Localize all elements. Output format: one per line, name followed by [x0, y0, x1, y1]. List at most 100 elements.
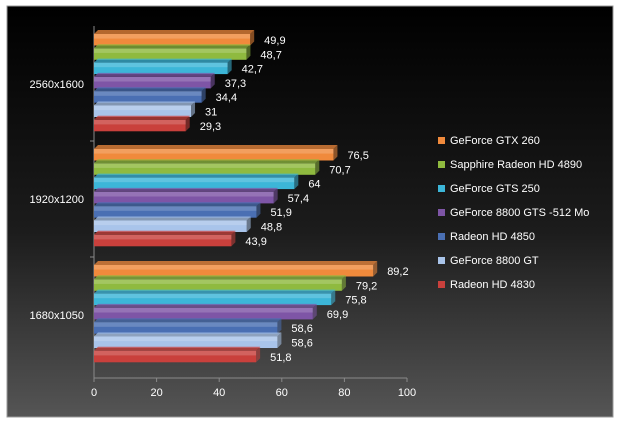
bar-highlight [94, 265, 374, 270]
bar-top-face [94, 303, 317, 308]
bar-value-label: 51,8 [270, 352, 291, 364]
bar-front-face [94, 220, 247, 232]
bar-value-label: 58,6 [291, 338, 312, 350]
bar-front-face [94, 279, 342, 291]
bar-front-face [94, 105, 192, 117]
bar-2560x1600-2: 42,7 [94, 58, 263, 76]
legend-swatch [438, 209, 445, 216]
bar-value-label: 58,6 [291, 323, 312, 335]
bar-top-face [94, 115, 190, 120]
bar-top-face [94, 216, 251, 221]
bar-top-face [94, 101, 196, 106]
bar-1680x1050-1: 79,2 [94, 275, 377, 292]
bar-highlight [94, 191, 274, 197]
bar-end-face [256, 202, 261, 218]
bar-front-face [94, 149, 334, 161]
x-tick-label: 40 [213, 387, 225, 399]
bar-end-face [246, 216, 251, 232]
legend-item: Sapphire Radeon HD 4890 [438, 159, 582, 171]
bar-highlight [94, 293, 332, 299]
category-label: 1920x1200 [30, 194, 84, 206]
bar-top-face [94, 44, 251, 49]
category-label: 1680x1050 [30, 310, 84, 322]
legend-item: GeForce 8800 GTS -512 Mo [438, 207, 589, 219]
bar-end-face [277, 318, 282, 334]
x-tick-label: 100 [398, 387, 416, 399]
bar-highlight [94, 76, 211, 82]
bar-value-label: 70,7 [329, 164, 350, 176]
legend-swatch [438, 137, 445, 144]
bar-front-face [94, 191, 274, 204]
bar-top-face [94, 346, 261, 351]
legend-label: Radeon HD 4850 [450, 231, 535, 243]
bar-highlight [94, 206, 257, 211]
bar-top-face [94, 202, 261, 207]
bar-2560x1600-4: 34,4 [94, 87, 237, 104]
bar-highlight [94, 177, 295, 183]
bar-top-face [94, 230, 236, 235]
bar-end-face [250, 30, 255, 46]
bar-highlight [94, 336, 278, 342]
bar-end-face [333, 145, 338, 161]
bar-value-label: 42,7 [242, 64, 263, 76]
bar-highlight [94, 48, 247, 53]
bar-highlight [94, 163, 316, 168]
bar-1920x1200-1: 70,7 [94, 159, 351, 176]
bar-end-face [373, 261, 378, 277]
bar-1680x1050-6: 51,8 [94, 346, 292, 364]
bar-1680x1050-0: 89,2 [94, 261, 409, 278]
bar-2560x1600-6: 29,3 [94, 115, 221, 133]
bar-highlight [94, 234, 232, 240]
bar-1920x1200-0: 76,5 [94, 145, 369, 162]
bar-end-face [341, 275, 346, 291]
legend-label: Sapphire Radeon HD 4890 [450, 159, 582, 171]
x-tick-label: 20 [150, 387, 162, 399]
bar-highlight [94, 322, 278, 327]
legend-item: GeForce 8800 GT [438, 255, 539, 267]
bar-front-face [94, 163, 316, 175]
bar-front-face [94, 322, 278, 334]
bar-2560x1600-5: 31 [94, 101, 217, 119]
legend-swatch [438, 257, 445, 264]
bar-1680x1050-3: 69,9 [94, 303, 348, 321]
bar-value-label: 31 [205, 107, 217, 119]
bar-end-face [331, 289, 336, 306]
bar-2560x1600-0: 49,9 [94, 30, 286, 47]
bar-value-label: 69,9 [327, 309, 348, 321]
bar-1680x1050-5: 58,6 [94, 332, 313, 350]
bar-top-face [94, 261, 378, 265]
bar-front-face [94, 307, 313, 320]
legend-item: GeForce GTX 260 [438, 135, 540, 147]
bar-front-face [94, 206, 257, 218]
bar-end-face [256, 346, 261, 363]
bar-1680x1050-2: 75,8 [94, 289, 367, 307]
bar-value-label: 64 [308, 179, 320, 191]
bar-front-face [94, 91, 202, 103]
bar-end-face [312, 303, 317, 320]
category-label: 2560x1600 [30, 79, 84, 91]
legend-swatch [438, 281, 445, 288]
bar-top-face [94, 332, 282, 337]
bar-end-face [191, 101, 196, 117]
bar-value-label: 48,8 [261, 222, 282, 234]
bar-value-label: 51,9 [270, 207, 291, 219]
bar-front-face [94, 177, 295, 190]
bar-value-label: 79,2 [356, 280, 377, 292]
bar-1920x1200-5: 48,8 [94, 216, 282, 234]
bar-1920x1200-6: 43,9 [94, 230, 267, 248]
bar-top-face [94, 275, 346, 280]
bar-value-label: 43,9 [245, 236, 266, 248]
bar-highlight [94, 91, 202, 96]
bar-front-face [94, 48, 247, 60]
legend-item: GeForce GTS 250 [438, 183, 540, 195]
bar-value-label: 34,4 [216, 92, 237, 104]
bar-front-face [94, 293, 332, 306]
bar-value-label: 57,4 [288, 193, 309, 205]
bar-2560x1600-3: 37,3 [94, 72, 246, 90]
bar-highlight [94, 279, 342, 284]
bar-1920x1200-3: 57,4 [94, 187, 309, 205]
legend-label: GeForce GTS 250 [450, 183, 540, 195]
bar-value-label: 49,9 [264, 35, 285, 47]
legend-label: Radeon HD 4830 [450, 279, 535, 291]
